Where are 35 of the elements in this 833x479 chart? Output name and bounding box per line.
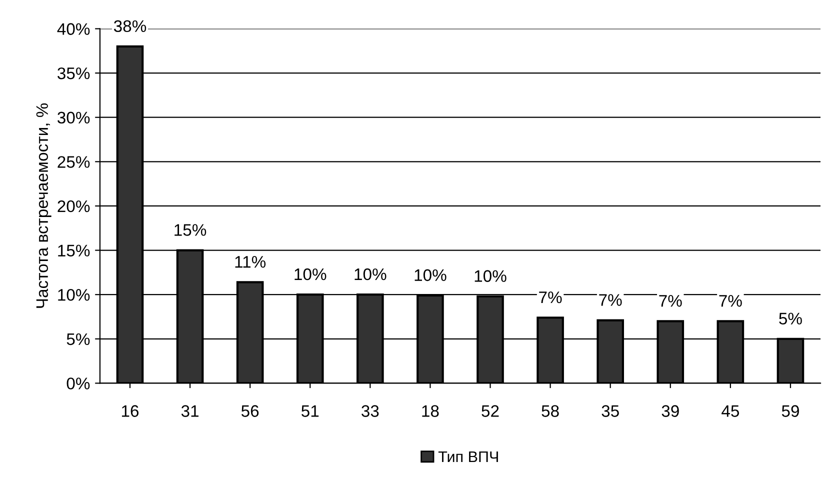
- x-tick-label: 35: [602, 405, 619, 417]
- x-tick-label: 59: [782, 405, 799, 417]
- y-tick-label: 15%: [58, 244, 90, 256]
- x-tick-label: 56: [241, 405, 259, 417]
- x-tick-label: 58: [542, 405, 559, 417]
- y-tick-label: 20%: [58, 200, 90, 212]
- x-tick-label: 45: [722, 405, 740, 417]
- x-tick-label: 31: [181, 405, 198, 417]
- x-tick-label: 39: [662, 405, 679, 417]
- data-label: 10%: [294, 268, 326, 280]
- data-label: 38%: [114, 20, 146, 32]
- x-tick-label: 51: [302, 405, 319, 417]
- legend-label: Тип ВПЧ: [438, 451, 498, 462]
- x-tick-label: 16: [122, 405, 139, 417]
- data-label: 5%: [779, 312, 802, 324]
- x-tick-label: 33: [362, 405, 379, 417]
- data-label: 7%: [719, 295, 742, 307]
- x-tick-label: 18: [422, 405, 439, 417]
- x-tick-label: 52: [482, 405, 499, 417]
- data-label: 10%: [354, 268, 386, 280]
- y-tick-label: 30%: [58, 112, 90, 124]
- y-tick-label: 25%: [58, 156, 90, 168]
- data-label: 15%: [174, 224, 206, 236]
- data-label: 7%: [659, 295, 682, 307]
- data-label: 7%: [599, 294, 622, 306]
- data-label: 10%: [414, 269, 446, 282]
- y-axis-title: Частота встречаемости, %: [36, 103, 52, 308]
- data-label: 10%: [474, 270, 506, 282]
- y-tick-label: 10%: [58, 288, 90, 301]
- y-tick-label: 40%: [57, 23, 90, 35]
- y-tick-label: 0%: [66, 378, 90, 390]
- data-label: 7%: [539, 291, 562, 304]
- y-tick-label: 35%: [58, 67, 90, 80]
- data-label: 11%: [235, 256, 266, 268]
- y-tick-label: 5%: [66, 333, 90, 346]
